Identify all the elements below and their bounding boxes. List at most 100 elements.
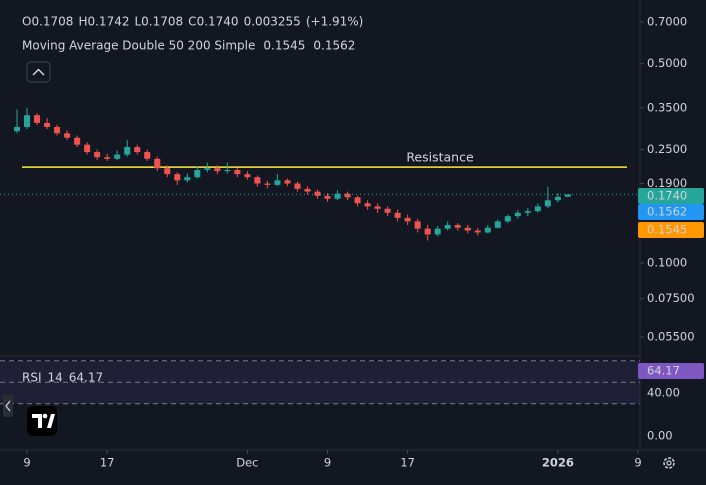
- rsi-title: RSI: [22, 371, 42, 385]
- rsi-tick-label: 0.00: [647, 429, 673, 443]
- candle-body: [164, 168, 171, 175]
- candle-body: [554, 196, 561, 201]
- ohlc-key: O: [22, 15, 31, 29]
- candle-body: [414, 221, 421, 229]
- x-tick-label: 9: [324, 456, 331, 470]
- candle-body: [14, 126, 21, 132]
- candle-body: [124, 147, 131, 155]
- candle-body: [204, 168, 211, 170]
- change-percent: (+1.91%): [306, 15, 364, 29]
- candle-body: [144, 152, 151, 159]
- x-tick-label: 17: [400, 456, 415, 470]
- rsi-tick-label: 40.00: [647, 386, 680, 400]
- y-tick-label: 0.07500: [647, 291, 695, 305]
- rsi-period: 14: [48, 371, 63, 385]
- ohlc-value: 0.1708: [31, 15, 73, 29]
- candle-body: [44, 122, 51, 127]
- ma-badge: [638, 204, 704, 220]
- last-price-badge: [638, 188, 704, 204]
- ohlc-value: 0.1740: [197, 15, 239, 29]
- candle-body: [214, 168, 221, 172]
- candle-body: [364, 203, 371, 207]
- candle-body: [374, 206, 381, 209]
- indicator-name: Moving Average Double 50 200 Simple: [22, 39, 255, 53]
- candle-body: [134, 147, 141, 153]
- candle-body: [524, 211, 531, 213]
- y-tick-label: 0.7000: [647, 14, 687, 28]
- x-tick-label: 9: [634, 456, 641, 470]
- candle-body: [514, 212, 521, 217]
- change-value: 0.003255: [244, 15, 301, 29]
- indicator-value: 0.1545: [263, 39, 305, 53]
- candle-body: [234, 169, 241, 175]
- candle-body: [444, 224, 451, 229]
- candle-body: [334, 193, 341, 199]
- candle-body: [224, 169, 231, 172]
- candle-body: [324, 195, 331, 199]
- candle-body: [94, 152, 101, 158]
- candle-body: [184, 177, 191, 181]
- ohlc-value: 0.1742: [87, 15, 129, 29]
- candle-body: [264, 183, 271, 185]
- candle-body: [434, 228, 441, 235]
- candle-body: [274, 180, 281, 185]
- y-tick-label: 0.5000: [647, 56, 687, 70]
- candle-body: [84, 144, 91, 153]
- x-tick-label: 9: [23, 456, 30, 470]
- candle-body: [114, 154, 121, 159]
- candle-body: [64, 133, 71, 138]
- candle-body: [454, 224, 461, 228]
- resistance-label: Resistance: [406, 150, 474, 165]
- candle-body: [34, 115, 41, 123]
- x-tick-label: 17: [100, 456, 115, 470]
- candle-body: [284, 180, 291, 184]
- last-price-badge-label: 0.1740: [647, 189, 687, 203]
- collapse-button[interactable]: [26, 61, 51, 83]
- candle-body: [534, 206, 541, 212]
- x-tick-label: 2026: [542, 456, 574, 470]
- candle-body: [474, 230, 481, 233]
- candle-body: [24, 115, 31, 127]
- ma-badge-label: 0.1545: [647, 223, 687, 237]
- candle-body: [174, 174, 181, 181]
- y-tick-label: 0.1000: [647, 256, 687, 270]
- y-tick-label: 0.2500: [647, 142, 687, 156]
- candle-body: [74, 137, 81, 145]
- candle-body: [354, 197, 361, 204]
- y-tick-label: 0.3500: [647, 100, 687, 114]
- ma-badge: [638, 222, 704, 238]
- candle-body: [154, 158, 161, 169]
- candle-body: [344, 193, 351, 198]
- candle-body: [254, 177, 261, 184]
- x-tick-label: Dec: [236, 456, 258, 470]
- candle-body: [194, 169, 201, 178]
- candle-body: [504, 216, 511, 222]
- side-toggle[interactable]: [3, 395, 13, 417]
- ohlc-value: 0.1708: [141, 15, 183, 29]
- price-pane: Resistance: [0, 107, 640, 241]
- overlay: 0.7000 0.5000 0.3500 0.2500 0.1900 0.1000 0.07…: [22, 14, 704, 470]
- y-tick-label: 0.1900: [647, 176, 687, 190]
- candle-body: [294, 183, 301, 189]
- rsi-pane: [0, 360, 640, 405]
- candle-body: [404, 217, 411, 222]
- indicator-value: 0.1562: [313, 39, 355, 53]
- candle-body: [544, 200, 551, 207]
- candle-body: [314, 191, 321, 196]
- y-tick-label: 0.05500: [647, 330, 695, 344]
- rsi-badge: [638, 363, 704, 379]
- ohlc-key: C: [188, 15, 196, 29]
- candle-body: [244, 174, 251, 178]
- ma-badge-label: 0.1562: [647, 205, 687, 219]
- candle-body: [564, 194, 571, 197]
- candle-body: [484, 227, 491, 233]
- candle-body: [304, 188, 311, 192]
- candle-body: [54, 126, 61, 134]
- settings-button[interactable]: [663, 457, 675, 469]
- rsi-badge-label: 64.17: [647, 364, 680, 378]
- ohlc-key: H: [78, 15, 87, 29]
- rsi-value: 64.17: [69, 371, 103, 385]
